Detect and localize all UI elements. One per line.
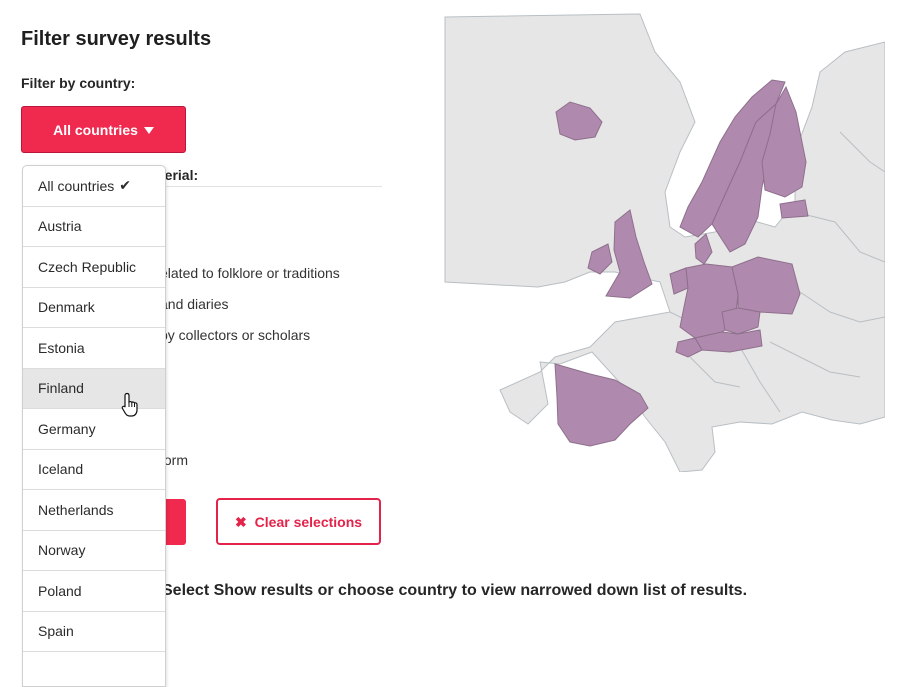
country-dropdown-menu[interactable]: All countries ✔ Austria Czech Republic D… — [22, 165, 166, 687]
map-iceland — [555, 101, 603, 141]
caret-down-icon — [143, 127, 154, 134]
map-borders — [669, 131, 885, 413]
dropdown-item-netherlands[interactable]: Netherlands — [23, 490, 165, 531]
europe-map — [444, 13, 885, 472]
dropdown-item-more[interactable] — [23, 652, 165, 686]
map-land-base — [444, 13, 885, 472]
dropdown-item-austria[interactable]: Austria — [23, 207, 165, 247]
map-highlighted-countries — [554, 79, 809, 447]
dropdown-item-label: Iceland — [38, 461, 84, 478]
results-hint: Select Show results or choose country to… — [162, 582, 748, 599]
hand-pointer-icon — [121, 392, 138, 417]
clear-selections-button[interactable]: ✖ Clear selections — [216, 498, 381, 545]
dropdown-item-germany[interactable]: Germany — [23, 409, 165, 450]
map-finland — [761, 85, 807, 198]
map-poland — [731, 256, 801, 315]
material-divider — [160, 186, 382, 187]
map-ireland — [587, 243, 613, 275]
page-title: Filter survey results — [21, 28, 212, 50]
map-spain — [554, 363, 649, 447]
dropdown-item-label: Germany — [38, 420, 96, 437]
dropdown-item-czech-republic[interactable]: Czech Republic — [23, 247, 165, 288]
map-denmark — [694, 233, 713, 265]
map-austria — [694, 329, 763, 353]
dropdown-item-label: Finland — [38, 380, 84, 397]
dropdown-item-label: Norway — [38, 542, 86, 559]
dropdown-item-norway[interactable]: Norway — [23, 531, 165, 571]
dropdown-item-iceland[interactable]: Iceland — [23, 450, 165, 490]
dropdown-item-all-countries[interactable]: All countries ✔ — [23, 166, 165, 207]
check-icon: ✔ — [119, 177, 131, 194]
dropdown-item-poland[interactable]: Poland — [23, 571, 165, 612]
map-estonia — [779, 199, 809, 219]
material-option-folklore[interactable]: elated to folklore or traditions — [160, 265, 340, 281]
dropdown-item-estonia[interactable]: Estonia — [23, 328, 165, 369]
dropdown-item-label: Spain — [38, 623, 74, 640]
dropdown-item-label: Poland — [38, 582, 82, 599]
dropdown-item-label: Estonia — [38, 339, 85, 356]
dropdown-item-label: Netherlands — [38, 501, 114, 518]
clear-selections-label: Clear selections — [254, 513, 363, 530]
dropdown-item-label: Czech Republic — [38, 258, 137, 275]
dropdown-item-label: Denmark — [38, 299, 95, 316]
dropdown-item-denmark[interactable]: Denmark — [23, 288, 165, 328]
close-icon: ✖ — [234, 513, 247, 530]
dropdown-item-spain[interactable]: Spain — [23, 612, 165, 652]
material-option-diaries[interactable]: and diaries — [160, 296, 229, 312]
filter-by-country-label: Filter by country: — [21, 75, 136, 91]
map-switzerland — [675, 337, 703, 358]
map-czech-republic — [721, 307, 761, 335]
material-option-form[interactable]: form — [160, 452, 188, 468]
country-filter-button-label: All countries — [53, 121, 138, 138]
dropdown-item-label: All countries — [38, 177, 115, 194]
country-filter-button[interactable]: All countries — [21, 106, 186, 153]
material-filter-label: terial: — [160, 167, 199, 183]
material-option-collectors[interactable]: by collectors or scholars — [160, 327, 311, 343]
dropdown-item-label: Austria — [38, 218, 82, 235]
dropdown-item-finland[interactable]: Finland — [23, 368, 165, 409]
map-united-kingdom — [605, 209, 653, 299]
